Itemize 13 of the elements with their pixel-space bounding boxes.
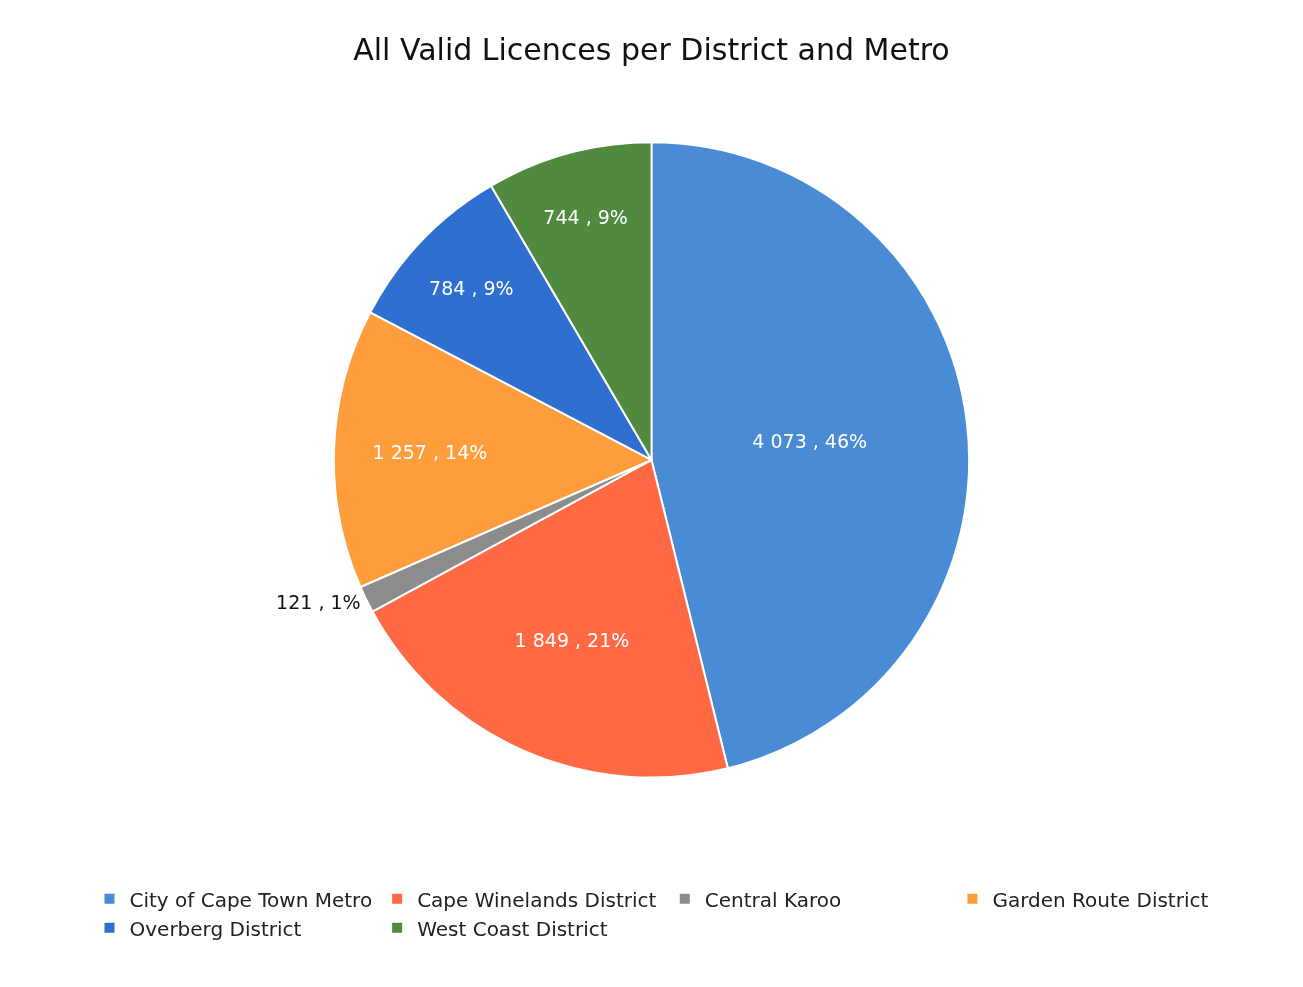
legend-label: Overberg District: [129, 916, 302, 941]
legend-label: West Coast District: [417, 916, 608, 941]
data-label: 744 , 9%: [543, 206, 628, 228]
data-label: 121 , 1%: [276, 590, 361, 613]
chart-title: All Valid Licences per District and Metro: [353, 32, 950, 68]
legend-label: Central Karoo: [704, 887, 842, 912]
legend-label: Cape Winelands District: [417, 887, 657, 912]
data-label: 4 073 , 46%: [752, 429, 868, 452]
data-label: 784 , 9%: [429, 277, 514, 299]
legend-label: Garden Route District: [992, 887, 1209, 912]
legend-label: City of Cape Town Metro: [129, 887, 373, 912]
data-label: 1 849 , 21%: [514, 629, 630, 652]
data-label: 1 257 , 14%: [372, 441, 488, 464]
